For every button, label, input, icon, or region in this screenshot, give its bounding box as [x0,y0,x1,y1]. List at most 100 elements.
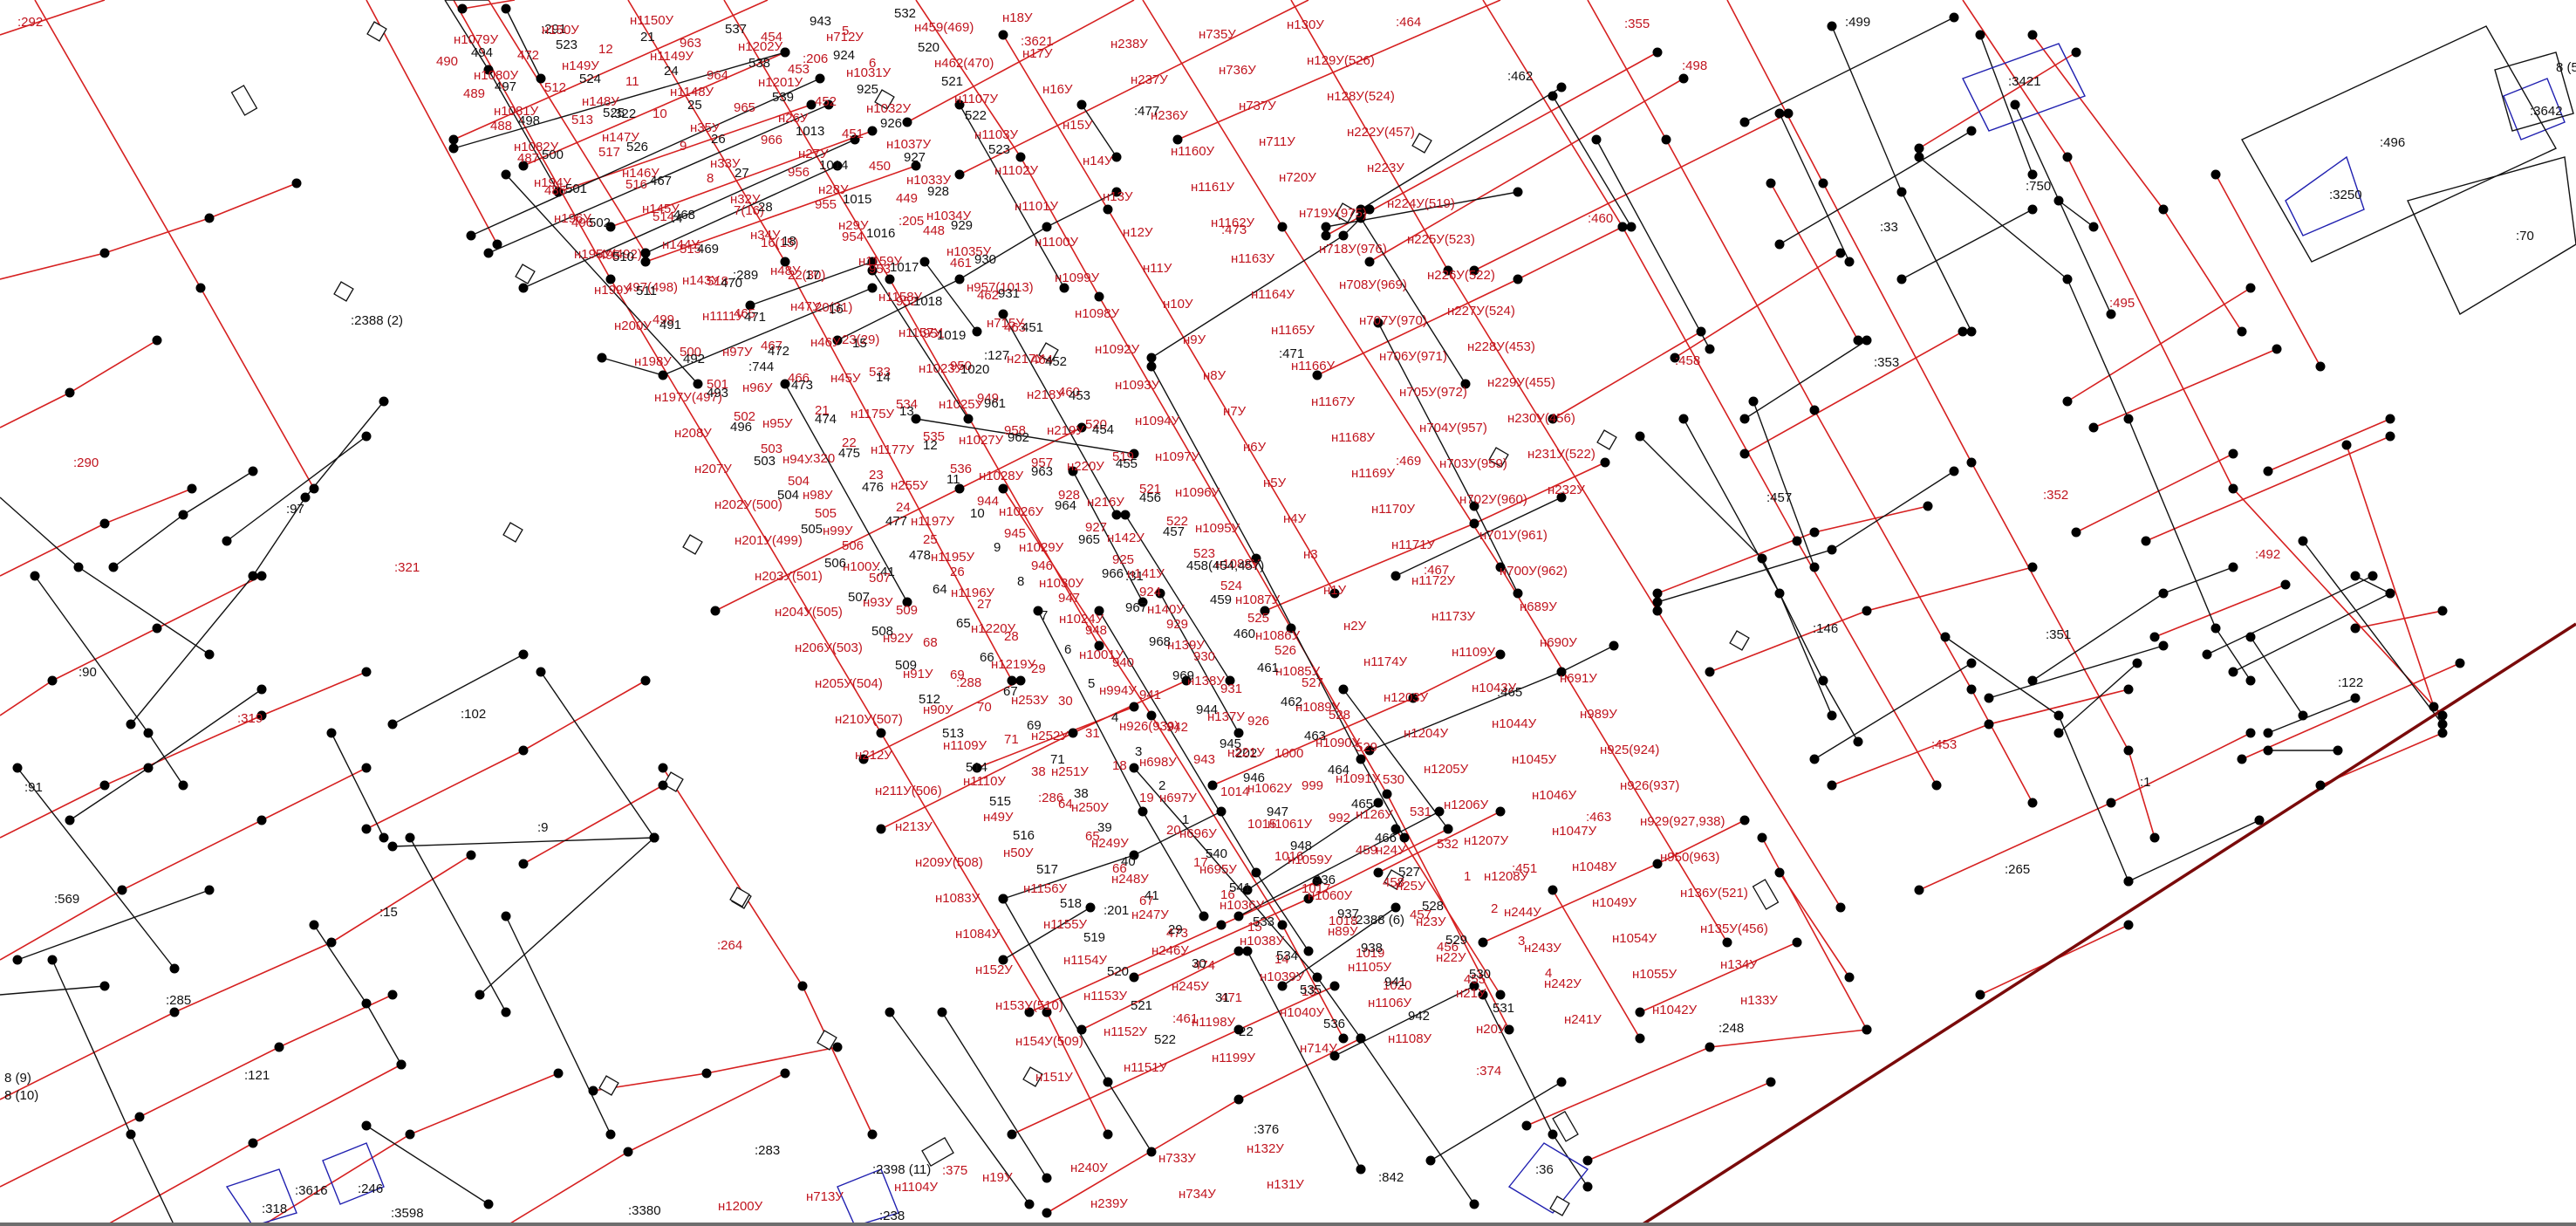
vertex-point[interactable] [501,169,511,180]
vertex-point[interactable] [1617,222,1628,232]
vertex-point[interactable] [65,387,75,398]
vertex-point[interactable] [143,728,154,738]
vertex-point[interactable] [169,963,180,974]
vertex-point[interactable] [1966,684,1977,695]
vertex-point[interactable] [850,134,860,145]
vertex-point[interactable] [1670,353,1680,363]
vertex-point[interactable] [1024,1007,1035,1017]
vertex-point[interactable] [457,3,468,14]
vertex-point[interactable] [2245,632,2256,642]
vertex-point[interactable] [448,134,459,145]
vertex-point[interactable] [2027,169,2038,180]
vertex-point[interactable] [2123,745,2134,756]
vertex-point[interactable] [448,143,459,154]
vertex-point[interactable] [2132,658,2142,668]
vertex-point[interactable] [806,99,817,110]
vertex-point[interactable] [2202,649,2212,660]
vertex-point[interactable] [972,763,982,773]
vertex-point[interactable] [152,623,162,634]
vertex-point[interactable] [117,885,127,895]
vertex-point[interactable] [47,955,58,965]
vertex-point[interactable] [99,248,110,258]
vertex-point[interactable] [1556,492,1567,503]
vertex-point[interactable] [1774,108,1785,119]
vertex-point[interactable] [1774,867,1785,878]
vertex-point[interactable] [536,73,546,84]
vertex-point[interactable] [1513,588,1523,599]
vertex-point[interactable] [1076,99,1087,110]
vertex-point[interactable] [1329,981,1340,991]
vertex-point[interactable] [1949,466,1959,476]
vertex-point[interactable] [832,1042,843,1052]
vertex-point[interactable] [597,353,607,363]
vertex-point[interactable] [1312,972,1322,983]
vertex-point[interactable] [780,257,790,267]
vertex-point[interactable] [954,99,965,110]
vertex-point[interactable] [2245,728,2256,738]
vertex-point[interactable] [2385,414,2395,424]
vertex-point[interactable] [832,161,843,171]
vertex-point[interactable] [2263,728,2273,738]
vertex-point[interactable] [1774,239,1785,250]
vertex-point[interactable] [1556,667,1567,677]
vertex-point[interactable] [1853,335,1863,346]
vertex-point[interactable] [1591,134,1602,145]
vertex-point[interactable] [1146,361,1157,372]
vertex-point[interactable] [1862,335,1872,346]
vertex-point[interactable] [2437,710,2448,721]
vertex-point[interactable] [387,990,398,1000]
vertex-point[interactable] [1233,728,1244,738]
vertex-point[interactable] [99,981,110,991]
vertex-point[interactable] [2106,798,2116,808]
vertex-point[interactable] [885,1007,895,1017]
vertex-point[interactable] [204,213,215,223]
vertex-point[interactable] [1216,920,1227,930]
vertex-point[interactable] [396,1059,407,1070]
vertex-point[interactable] [998,894,1008,904]
vertex-point[interactable] [1120,510,1131,520]
vertex-point[interactable] [911,161,921,171]
vertex-point[interactable] [1582,1181,1593,1192]
vertex-point[interactable] [1408,693,1418,703]
vertex-point[interactable] [291,178,302,188]
vertex-point[interactable] [1146,353,1157,363]
vertex-point[interactable] [1504,1024,1514,1035]
vertex-point[interactable] [1443,265,1453,276]
vertex-point[interactable] [492,239,502,250]
vertex-point[interactable] [658,763,668,773]
vertex-point[interactable] [387,719,398,729]
vertex-point[interactable] [1652,47,1663,58]
vertex-point[interactable] [2350,623,2361,634]
vertex-point[interactable] [1975,30,1985,40]
vertex-point[interactable] [1364,204,1375,215]
vertex-point[interactable] [1007,1129,1017,1140]
vertex-point[interactable] [1094,291,1104,302]
vertex-point[interactable] [1495,990,1506,1000]
vertex-point[interactable] [483,248,494,258]
vertex-point[interactable] [1015,675,1026,686]
vertex-point[interactable] [1521,1120,1532,1131]
vertex-point[interactable] [2210,623,2221,634]
vertex-point[interactable] [1356,213,1366,223]
vertex-point[interactable] [954,274,965,284]
vertex-point[interactable] [501,1007,511,1017]
vertex-point[interactable] [2053,710,2064,721]
vertex-point[interactable] [588,1086,598,1096]
vertex-point[interactable] [1853,736,1863,747]
vertex-point[interactable] [1958,326,1968,337]
vertex-point[interactable] [12,955,23,965]
vertex-point[interactable] [1757,553,1767,564]
vertex-point[interactable] [885,274,895,284]
vertex-point[interactable] [1949,12,1959,23]
vertex-point[interactable] [1896,187,1907,197]
vertex-point[interactable] [2158,588,2169,599]
vertex-point[interactable] [1373,798,1384,808]
vertex-point[interactable] [1233,946,1244,956]
vertex-point[interactable] [1835,902,1846,913]
vertex-point[interactable] [2210,169,2221,180]
vertex-point[interactable] [998,30,1008,40]
vertex-point[interactable] [1809,527,1820,538]
vertex-point[interactable] [2298,710,2308,721]
vertex-point[interactable] [361,824,372,834]
vertex-point[interactable] [2228,449,2238,459]
